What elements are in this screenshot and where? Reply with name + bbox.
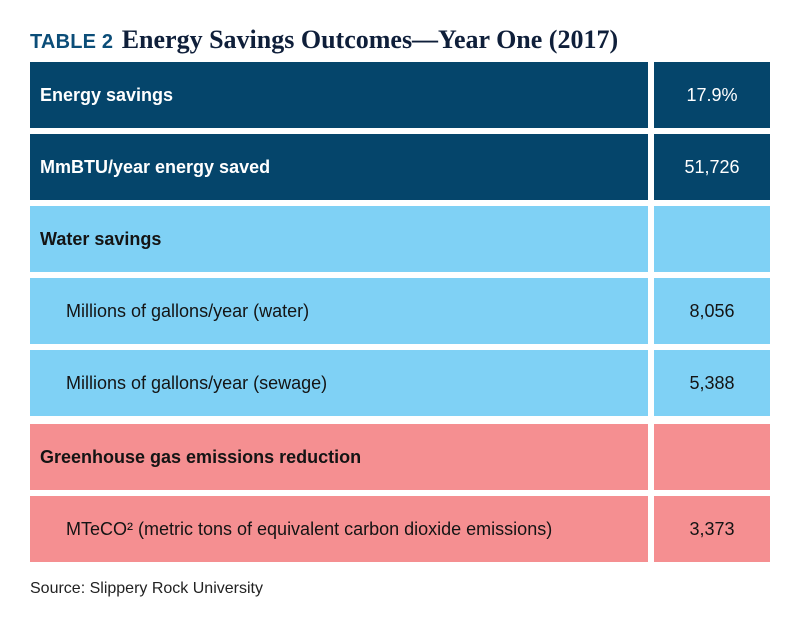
table-row-water-gallons: Millions of gallons/year (water) 8,056 — [30, 278, 770, 344]
table-number: TABLE 2 — [30, 31, 114, 53]
table-row-mmbtu: MmBTU/year energy saved 51,726 — [30, 134, 770, 200]
row-value — [654, 206, 770, 272]
row-label: Millions of gallons/year (water) — [30, 278, 648, 344]
table-row-mteco2: MTeCO² (metric tons of equivalent carbon… — [30, 496, 770, 562]
row-value: 17.9% — [654, 62, 770, 128]
table-title: TABLE 2 Energy Savings Outcomes—Year One… — [30, 20, 618, 60]
table-row-ghg-reduction: Greenhouse gas emissions reduction — [30, 424, 770, 490]
row-label: Water savings — [30, 206, 648, 272]
table-row-sewage-gallons: Millions of gallons/year (sewage) 5,388 — [30, 350, 770, 416]
row-value: 8,056 — [654, 278, 770, 344]
row-label: MTeCO² (metric tons of equivalent carbon… — [30, 496, 648, 562]
row-label: Greenhouse gas emissions reduction — [30, 424, 648, 490]
table-row-water-savings: Water savings — [30, 206, 770, 272]
source-note: Source: Slippery Rock University — [30, 580, 263, 597]
table-row-energy-savings: Energy savings 17.9% — [30, 62, 770, 128]
row-label: Millions of gallons/year (sewage) — [30, 350, 648, 416]
row-label: Energy savings — [30, 62, 648, 128]
table-caption: Energy Savings Outcomes—Year One (2017) — [121, 25, 619, 54]
row-value: 3,373 — [654, 496, 770, 562]
row-value: 51,726 — [654, 134, 770, 200]
row-value — [654, 424, 770, 490]
row-value: 5,388 — [654, 350, 770, 416]
row-label: MmBTU/year energy saved — [30, 134, 648, 200]
